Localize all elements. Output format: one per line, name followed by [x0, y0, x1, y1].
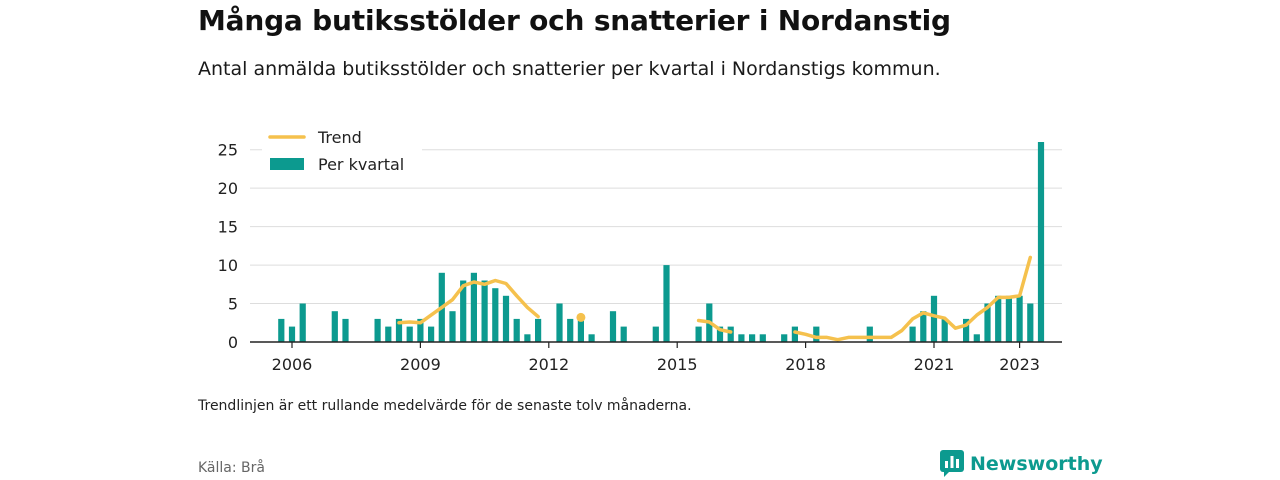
y-tick-label: 25: [218, 141, 238, 160]
bar: [1037, 142, 1045, 342]
bar: [502, 295, 510, 342]
chart-title: Många butiksstölder och snatterier i Nor…: [198, 4, 951, 37]
newsworthy-logo-icon: [940, 450, 964, 477]
bar: [995, 295, 1002, 342]
bar: [470, 272, 477, 342]
bar: [663, 265, 670, 342]
y-tick-label: 10: [218, 256, 238, 275]
y-tick-label: 15: [218, 218, 238, 237]
bar: [299, 303, 306, 342]
legend-trend-label: Trend: [317, 128, 362, 147]
trend-line: [696, 318, 733, 334]
y-tick-label: 20: [218, 179, 238, 198]
y-tick-label: 0: [228, 333, 238, 352]
bar: [727, 326, 734, 342]
x-tick-label: 2006: [272, 355, 313, 374]
chart-note: Trendlinjen är ett rullande medelvärde f…: [198, 398, 692, 414]
bar: [588, 334, 595, 342]
x-tick-label: 2023: [999, 355, 1040, 374]
bar: [609, 311, 617, 342]
bar: [652, 326, 659, 342]
bar: [460, 280, 467, 342]
legend-bars-label: Per kvartal: [318, 155, 404, 174]
bar: [535, 318, 542, 342]
bar: [866, 326, 873, 342]
bar: [331, 311, 338, 342]
bar: [567, 318, 574, 342]
bar: [716, 326, 724, 342]
bar: [395, 318, 403, 342]
trend-point: [576, 312, 586, 322]
bar: [781, 334, 788, 342]
bar: [492, 288, 499, 342]
bar: [973, 334, 980, 342]
brand-name: Newsworthy: [970, 453, 1103, 475]
bar: [449, 311, 456, 342]
bar: [909, 326, 916, 342]
legend-bars-swatch: [270, 158, 304, 170]
bar: [941, 318, 948, 342]
bar: [749, 334, 756, 342]
chart-subtitle: Antal anmälda butiksstölder och snatteri…: [198, 58, 941, 80]
bar: [920, 311, 927, 342]
bar: [963, 318, 970, 342]
bar: [513, 318, 520, 342]
bar: [524, 334, 531, 342]
trend-line: [397, 278, 540, 325]
bar: [738, 334, 745, 342]
bar: [620, 326, 627, 342]
bar: [577, 318, 584, 342]
bar: [428, 326, 435, 342]
x-tick-label: 2012: [528, 355, 569, 374]
bar: [556, 303, 563, 342]
bar: [813, 326, 820, 342]
y-tick-label: 5: [228, 295, 238, 314]
bar: [374, 318, 381, 342]
bar: [406, 326, 413, 342]
bar: [1005, 295, 1012, 342]
bar: [417, 318, 424, 342]
source-text: Källa: Brå: [198, 460, 265, 476]
bar: [288, 326, 296, 342]
bar: [1027, 303, 1034, 342]
bar: [791, 326, 798, 342]
trend-line: [793, 255, 1033, 342]
bar: [695, 326, 702, 342]
x-tick-label: 2018: [785, 355, 826, 374]
bar: [385, 326, 392, 342]
x-tick-label: 2015: [657, 355, 698, 374]
chart-area: 0 5 10 15 20 25 2006 2009 2012 2015 2018 2021 2023 Tr…: [218, 126, 1062, 374]
bar: [342, 318, 349, 342]
x-tick-label: 2021: [914, 355, 955, 374]
brand-logo[interactable]: Newsworthy: [940, 450, 1103, 478]
bar: [984, 303, 991, 342]
bar: [1016, 295, 1023, 342]
bar: [278, 318, 285, 342]
x-tick-label: 2009: [400, 355, 441, 374]
bar: [481, 280, 488, 342]
bar: [759, 334, 766, 342]
bar: [930, 295, 938, 342]
